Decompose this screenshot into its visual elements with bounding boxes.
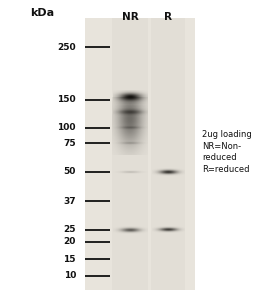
Text: 15: 15 — [64, 254, 76, 263]
Text: 50: 50 — [64, 167, 76, 176]
Bar — [85, 18, 195, 290]
Text: 150: 150 — [57, 95, 76, 104]
Bar — [151, 18, 185, 290]
Text: kDa: kDa — [30, 8, 54, 18]
Text: 20: 20 — [64, 238, 76, 247]
Text: 250: 250 — [57, 43, 76, 52]
Text: 37: 37 — [63, 196, 76, 206]
Text: 10: 10 — [64, 272, 76, 280]
Text: NR: NR — [122, 12, 138, 22]
Text: 75: 75 — [63, 139, 76, 148]
Text: R: R — [164, 12, 172, 22]
Text: 100: 100 — [57, 124, 76, 133]
Bar — [112, 18, 148, 290]
Text: 2ug loading
NR=Non-
reduced
R=reduced: 2ug loading NR=Non- reduced R=reduced — [202, 130, 252, 174]
Text: 25: 25 — [64, 226, 76, 235]
